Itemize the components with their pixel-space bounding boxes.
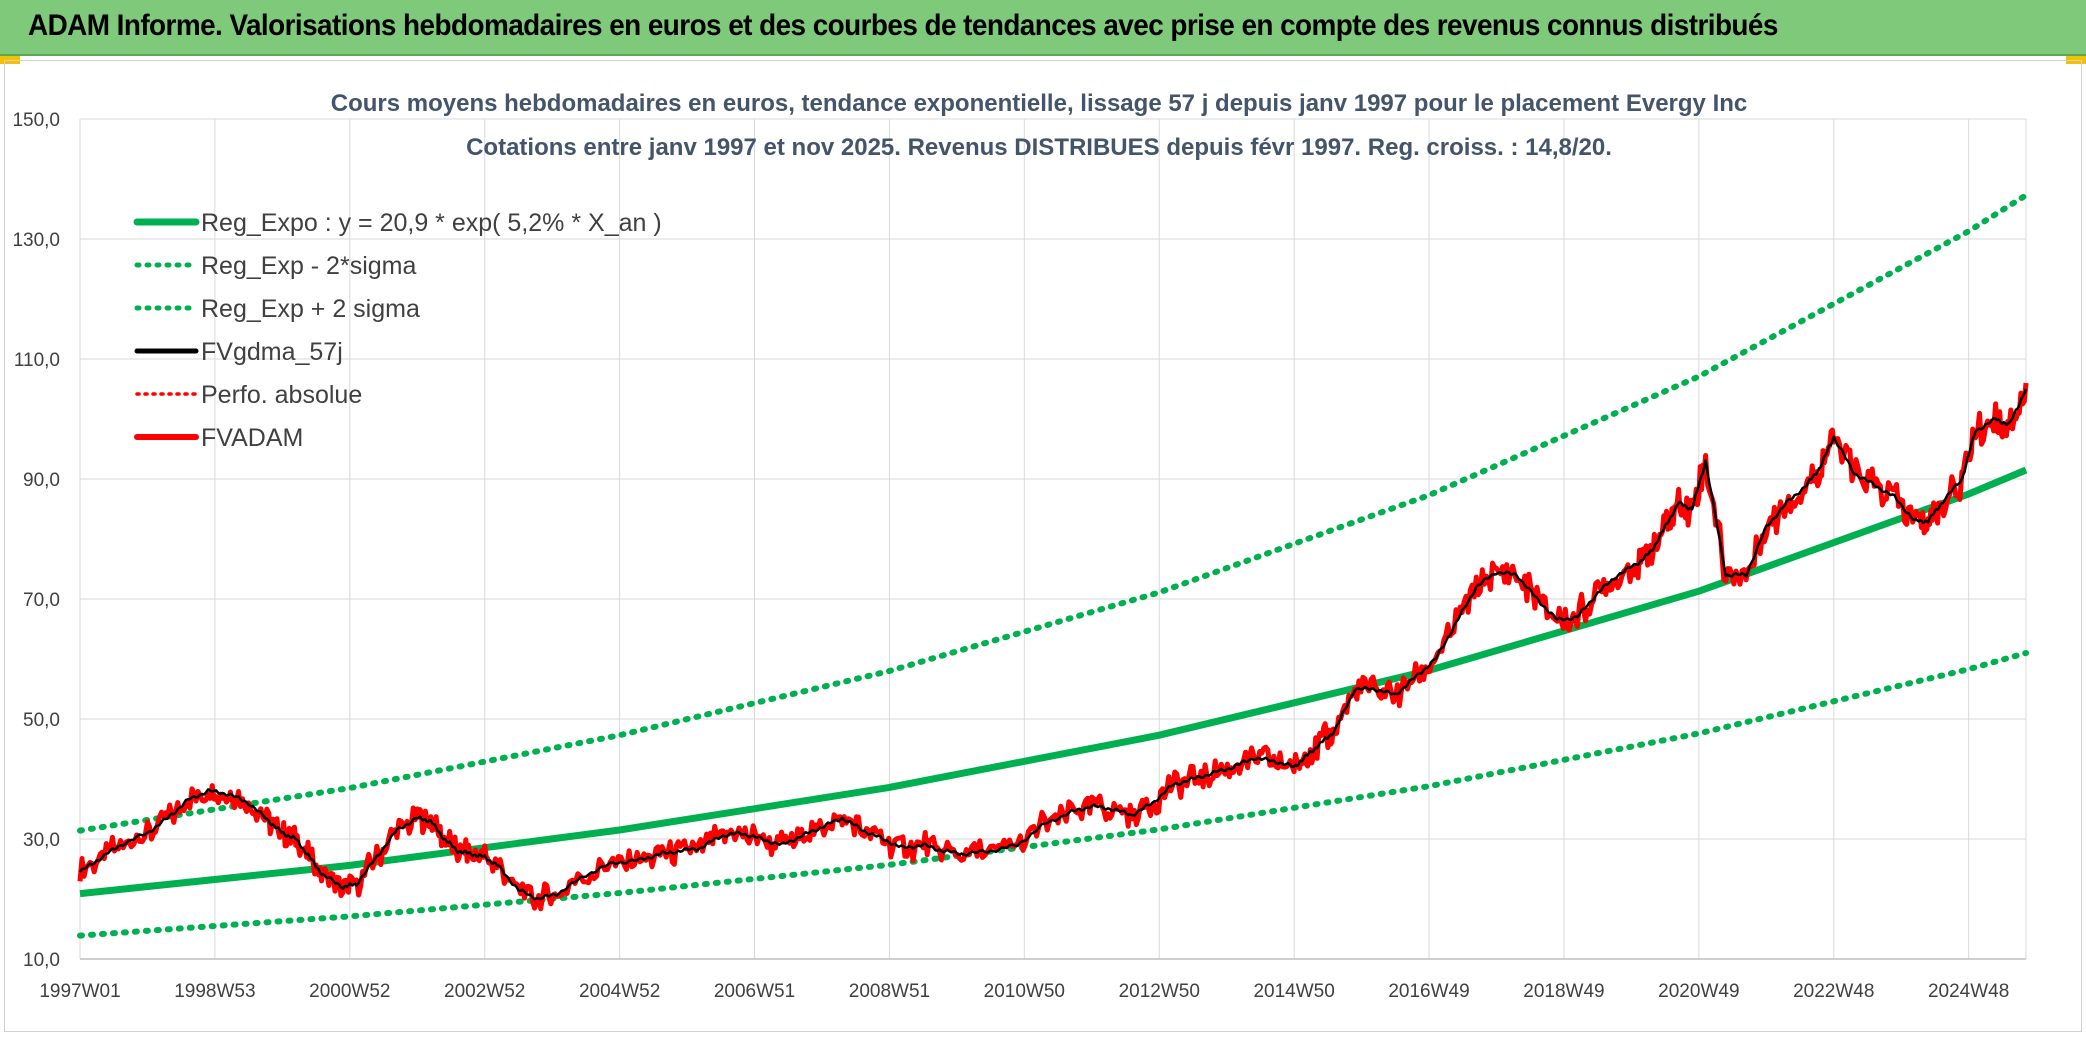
y-tick-label: 130,0: [12, 230, 60, 251]
y-tick-label: 10,0: [23, 950, 60, 971]
series-reg-exp-minus-2sigma: [77, 650, 2029, 939]
legend-entry: Reg_Expo : y = 20,9 * exp( 5,2% * X_an ): [201, 209, 662, 237]
legend: Reg_Expo : y = 20,9 * exp( 5,2% * X_an )…: [133, 209, 662, 452]
x-tick-label: 2010W50: [984, 981, 1065, 1002]
x-tick-label: 2018W49: [1523, 981, 1604, 1002]
x-tick-label: 2014W50: [1253, 981, 1334, 1002]
legend-entry: Reg_Exp - 2*sigma: [201, 252, 416, 280]
legend-entry: FVgdma_57j: [201, 338, 343, 366]
chart-title: Cours moyens hebdomadaires en euros, ten…: [331, 90, 1748, 117]
legend-entry: Reg_Exp + 2 sigma: [201, 295, 420, 323]
y-tick-label: 30,0: [23, 830, 60, 851]
y-tick-label: 90,0: [23, 470, 60, 491]
x-tick-label: 1998W53: [174, 981, 255, 1002]
x-tick-label: 2004W52: [579, 981, 660, 1002]
report-banner: ADAM Informe. Valorisations hebdomadaire…: [0, 0, 2086, 56]
series-layer: [77, 192, 2029, 939]
series-reg-expo: [79, 466, 2028, 898]
report-title: ADAM Informe. Valorisations hebdomadaire…: [28, 9, 1778, 42]
x-tick-label: 2022W48: [1793, 981, 1874, 1002]
legend-entry: Perfo. absolue: [201, 381, 362, 409]
x-tick-label: 2024W48: [1928, 981, 2009, 1002]
series-fvgdma-57j: [78, 388, 2028, 901]
chart-subtitle: Cotations entre janv 1997 et nov 2025. R…: [466, 134, 1612, 161]
x-tick-label: 2000W52: [309, 981, 390, 1002]
axes-layer: 10,0 30,0 50,0 70,0 90,0 110,0 130,0 150,0 1997W…: [12, 110, 2026, 1002]
chart-frame: [4, 60, 2082, 1032]
x-tick-label: 2016W49: [1388, 981, 1469, 1002]
series-reg-exp-plus-2sigma: [77, 192, 2029, 834]
x-tick-label: 2006W51: [714, 981, 795, 1002]
series-fvadam: [77, 382, 2029, 912]
x-tick-label: 2008W51: [849, 981, 930, 1002]
y-tick-label: 70,0: [23, 590, 60, 611]
x-tick-label: 2002W52: [444, 981, 525, 1002]
x-tick-label: 2020W49: [1658, 981, 1739, 1002]
x-tick-label: 1997W01: [39, 981, 120, 1002]
legend-entry: FVADAM: [201, 424, 303, 452]
y-tick-label: 150,0: [12, 110, 60, 131]
y-tick-label: 110,0: [14, 350, 60, 371]
y-tick-label: 50,0: [23, 710, 60, 731]
x-tick-label: 2012W50: [1119, 981, 1200, 1002]
grid: [79, 118, 2027, 960]
